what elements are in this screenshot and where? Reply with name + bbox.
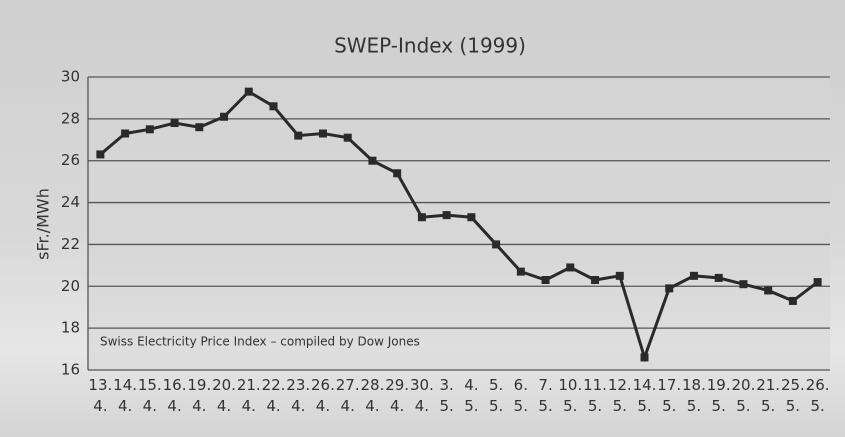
- data-point: [245, 88, 253, 96]
- y-tick-label: 26: [61, 151, 80, 169]
- data-point: [492, 240, 500, 248]
- data-point: [270, 102, 278, 110]
- data-point: [814, 278, 822, 286]
- data-point: [739, 280, 747, 288]
- data-point: [641, 353, 649, 361]
- y-tick-label: 24: [61, 193, 80, 211]
- data-point: [443, 211, 451, 219]
- chart: SWEP-Index (1999) sFr./MWh Swiss Electri…: [0, 0, 845, 437]
- data-point: [294, 132, 302, 140]
- data-point: [171, 119, 179, 127]
- chart-title: SWEP-Index (1999): [334, 34, 526, 58]
- chart-svg: SWEP-Index (1999) sFr./MWh Swiss Electri…: [0, 0, 845, 437]
- data-point: [220, 113, 228, 121]
- data-point: [616, 272, 624, 280]
- x-tick-label: 26. 5.: [803, 375, 833, 417]
- y-tick-label: 28: [61, 109, 80, 127]
- data-point: [418, 213, 426, 221]
- data-point: [690, 272, 698, 280]
- data-point: [319, 130, 327, 138]
- data-point: [121, 130, 129, 138]
- data-point: [665, 284, 673, 292]
- y-tick-label: 18: [61, 319, 80, 337]
- data-point: [715, 274, 723, 282]
- annotation: Swiss Electricity Price Index – compiled…: [100, 335, 420, 349]
- data-point: [789, 297, 797, 305]
- data-point: [344, 134, 352, 142]
- data-point: [146, 125, 154, 133]
- data-point: [467, 213, 475, 221]
- data-point: [195, 123, 203, 131]
- y-tick-label: 16: [61, 361, 80, 379]
- y-tick-label: 30: [61, 68, 80, 86]
- y-tick-label: 22: [61, 235, 80, 253]
- data-point: [96, 150, 104, 158]
- data-point: [517, 268, 525, 276]
- data-point: [764, 286, 772, 294]
- data-point: [591, 276, 599, 284]
- data-point: [393, 169, 401, 177]
- plot-area: [88, 77, 830, 370]
- y-axis-label: sFr./MWh: [34, 188, 53, 260]
- y-tick-label: 20: [61, 277, 80, 295]
- data-point: [566, 263, 574, 271]
- data-point: [368, 157, 376, 165]
- data-point: [542, 276, 550, 284]
